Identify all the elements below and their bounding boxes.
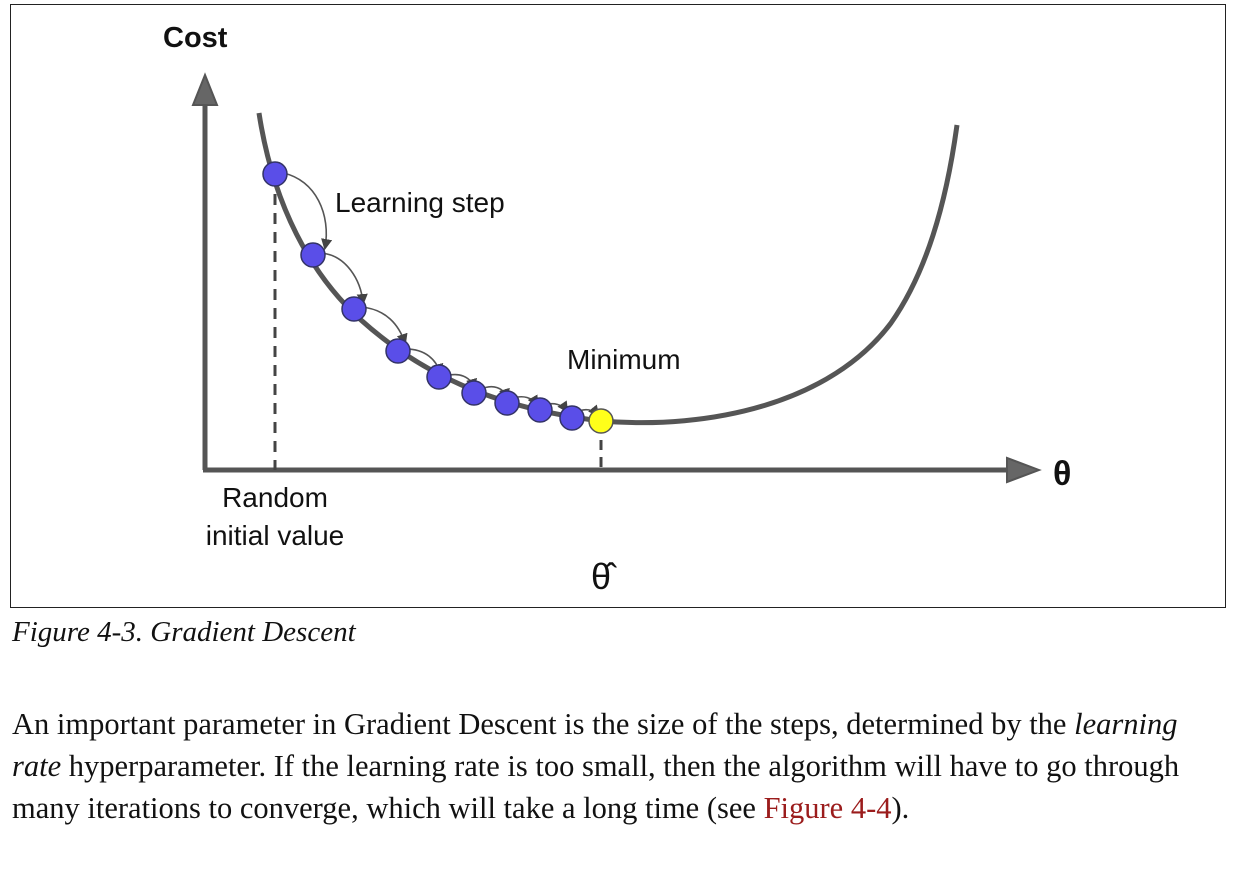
theta-hat-label: θ̂ bbox=[591, 556, 617, 597]
paragraph-text-1: An important parameter in Gradient Desce… bbox=[12, 707, 1075, 741]
step-point bbox=[494, 390, 520, 416]
paragraph-text-2: hyperparameter. If the learning rate is … bbox=[12, 749, 1180, 825]
figure-frame: Cost θ Learning step Minimum Random init… bbox=[10, 4, 1226, 608]
x-axis-label: θ bbox=[1053, 455, 1071, 493]
minimum-label: Minimum bbox=[567, 344, 681, 375]
step-point bbox=[461, 380, 487, 406]
figure-caption: Figure 4-3. Gradient Descent bbox=[12, 616, 356, 648]
paragraph-text-3: ). bbox=[891, 791, 910, 825]
minimum-point bbox=[588, 408, 614, 434]
step-point bbox=[300, 242, 326, 268]
x-axis-arrowhead bbox=[1006, 456, 1042, 484]
gradient-descent-diagram: Cost θ Learning step Minimum Random init… bbox=[163, 22, 1071, 597]
cost-curve bbox=[256, 112, 960, 426]
step-point bbox=[426, 364, 452, 390]
y-axis-label: Cost bbox=[163, 22, 228, 54]
body-paragraph: An important parameter in Gradient Desce… bbox=[12, 703, 1230, 829]
step-point bbox=[527, 397, 553, 423]
step-point bbox=[262, 161, 288, 187]
paragraph-emphasis: learning rate bbox=[12, 707, 1178, 783]
y-axis-arrowhead bbox=[191, 72, 219, 106]
random-initial-label-line1: Random bbox=[222, 482, 328, 513]
random-initial-label-line2: initial value bbox=[206, 520, 345, 551]
step-point bbox=[341, 296, 367, 322]
learning-step-label: Learning step bbox=[335, 187, 505, 218]
step-point bbox=[559, 405, 585, 431]
learning-step-points bbox=[262, 161, 585, 431]
figure-4-4-link[interactable]: Figure 4-4 bbox=[763, 791, 892, 825]
step-point bbox=[385, 338, 411, 364]
